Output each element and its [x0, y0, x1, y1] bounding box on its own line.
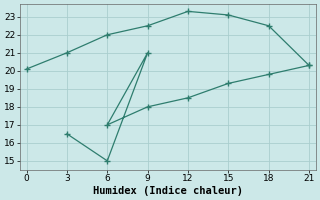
- X-axis label: Humidex (Indice chaleur): Humidex (Indice chaleur): [93, 186, 243, 196]
